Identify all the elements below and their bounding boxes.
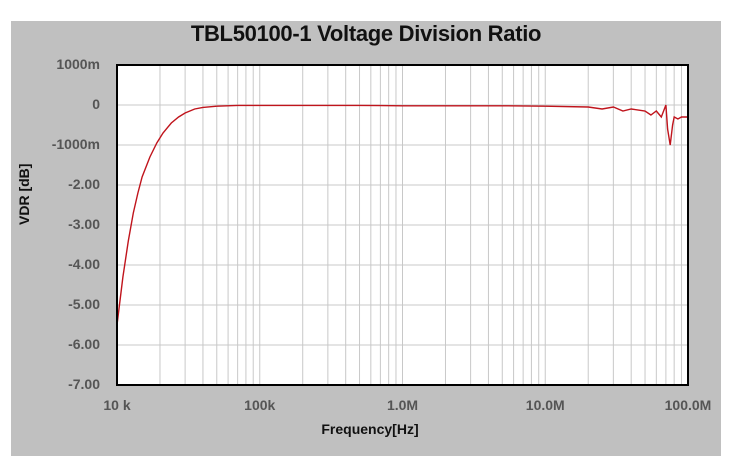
y-tick-label: -4.00 (68, 256, 100, 272)
y-tick-label: 1000m (56, 56, 100, 72)
y-tick-label: -5.00 (68, 296, 100, 312)
x-tick-label: 100.0M (664, 397, 712, 413)
y-tick-label: 0 (92, 96, 100, 112)
y-tick-label: -6.00 (68, 336, 100, 352)
x-axis-label: Frequency[Hz] (321, 421, 419, 437)
vdr-line (116, 104, 688, 326)
chart-title: TBL50100-1 Voltage Division Ratio (190, 21, 542, 46)
x-tick-label: 100k (244, 397, 276, 413)
x-tick-label: 10 k (103, 397, 131, 413)
x-tick-label: 10.0M (525, 397, 565, 413)
y-tick-label: -1000m (51, 136, 100, 152)
x-tick-label: 1.0M (386, 397, 419, 413)
y-tick-label: -2.00 (68, 176, 100, 192)
y-tick-label: -7.00 (68, 376, 100, 392)
y-tick-label: -3.00 (68, 216, 100, 232)
plot-border (116, 64, 689, 386)
